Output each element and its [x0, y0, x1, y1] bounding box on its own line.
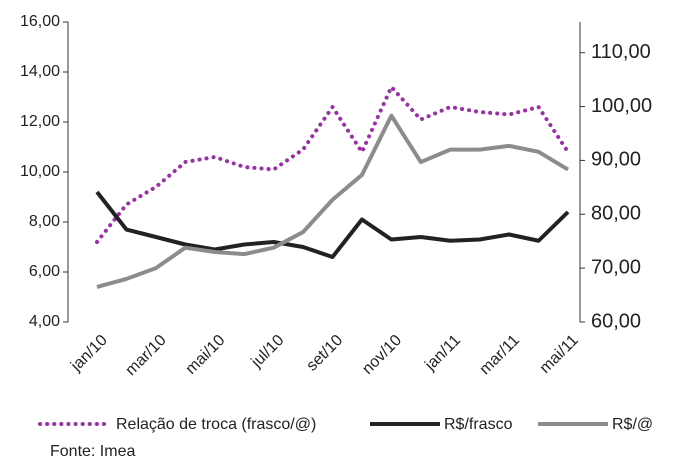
x-tick-label: mai/10 — [183, 332, 229, 378]
legend-label: R$/frasco — [444, 416, 513, 433]
series-line — [95, 190, 570, 259]
series-line — [95, 85, 570, 244]
y-tick-label: 16,00 — [20, 13, 60, 30]
y-tick-label: 4,00 — [29, 313, 60, 330]
y2-tick-label: 110,00 — [591, 41, 651, 63]
y2-tick-label: 80,00 — [591, 203, 641, 225]
legend-label: Relação de troca (frasco/@) — [116, 416, 316, 433]
x-tick-label: mar/11 — [477, 332, 523, 378]
y2-tick-label: 90,00 — [591, 149, 641, 171]
x-tick-label: jan/10 — [67, 332, 111, 376]
y2-tick-label: 100,00 — [591, 95, 652, 117]
legend-label: R$/@ — [612, 416, 653, 433]
y-tick-label: 6,00 — [29, 263, 60, 280]
series-line — [96, 113, 570, 289]
y-tick-label: 12,00 — [20, 113, 60, 130]
y2-tick-label: 60,00 — [591, 310, 641, 332]
x-tick-label: jul/10 — [248, 332, 288, 372]
y-tick-label: 10,00 — [20, 163, 60, 180]
x-tick-label: mar/10 — [122, 332, 169, 379]
y-tick-label: 8,00 — [29, 213, 60, 230]
x-tick-label: nov/10 — [359, 332, 405, 378]
x-tick-label: jan/11 — [421, 332, 464, 375]
y2-tick-label: 70,00 — [591, 256, 641, 278]
x-tick-label: mai/11 — [537, 332, 582, 377]
y-tick-label: 14,00 — [20, 63, 60, 80]
x-tick-label: set/10 — [303, 332, 346, 375]
source: Fonte: Imea — [50, 443, 135, 460]
